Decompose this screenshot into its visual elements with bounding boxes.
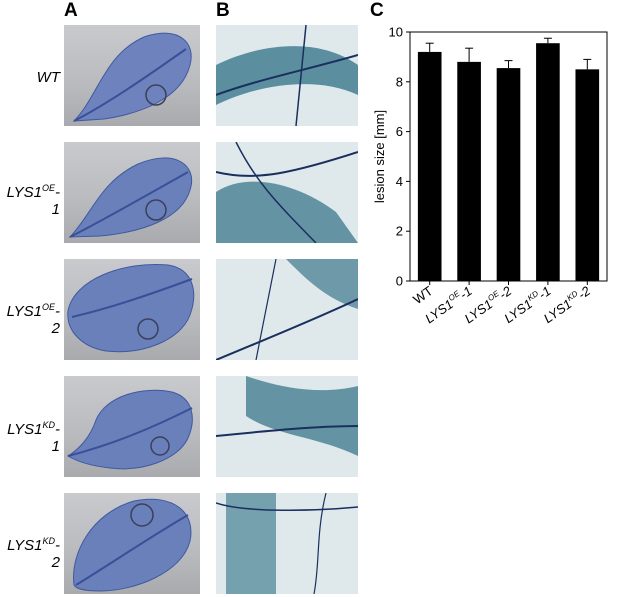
micrograph-photo bbox=[216, 493, 358, 594]
y-tick-label: 0 bbox=[396, 274, 403, 289]
panel-label-b: B bbox=[216, 0, 230, 21]
y-tick-label: 4 bbox=[396, 174, 403, 189]
bar bbox=[536, 43, 560, 281]
leaf-photo bbox=[64, 493, 200, 594]
leaf-photo bbox=[64, 259, 200, 360]
panel-label-a: A bbox=[64, 0, 78, 21]
row-label: WT bbox=[36, 69, 60, 86]
y-tick-label: 8 bbox=[396, 74, 403, 89]
bars bbox=[417, 37, 600, 281]
lesion-size-bar-chart: lesion size [mm] 0246810WTLYS1OE-1LYS1OE… bbox=[372, 25, 608, 326]
row-label: LYS1KD-2 bbox=[7, 536, 60, 571]
y-tick-label: 10 bbox=[389, 25, 403, 40]
leaf-photo bbox=[64, 25, 200, 126]
panel-label-c: C bbox=[370, 0, 384, 21]
micrograph-photo bbox=[216, 25, 358, 126]
bar bbox=[575, 69, 600, 281]
y-tick-label: 6 bbox=[396, 124, 403, 139]
row-label: LYS1OE-2 bbox=[6, 302, 60, 337]
bar bbox=[496, 68, 521, 281]
micrograph-photo bbox=[216, 376, 358, 477]
row-label: LYS1OE-1 bbox=[6, 183, 60, 218]
row-label: LYS1KD-1 bbox=[7, 420, 60, 455]
y-tick-label: 2 bbox=[396, 224, 403, 239]
y-axis-label: lesion size [mm] bbox=[372, 110, 387, 203]
leaf-photo bbox=[64, 142, 200, 243]
micrograph-photo bbox=[216, 259, 358, 360]
leaf-photo bbox=[64, 376, 200, 477]
micrograph-photo bbox=[216, 142, 358, 243]
bar bbox=[457, 61, 481, 281]
x-tick-label: WT bbox=[410, 283, 435, 307]
bar bbox=[417, 51, 442, 281]
y-axis-title: lesion size [mm] bbox=[372, 110, 387, 203]
